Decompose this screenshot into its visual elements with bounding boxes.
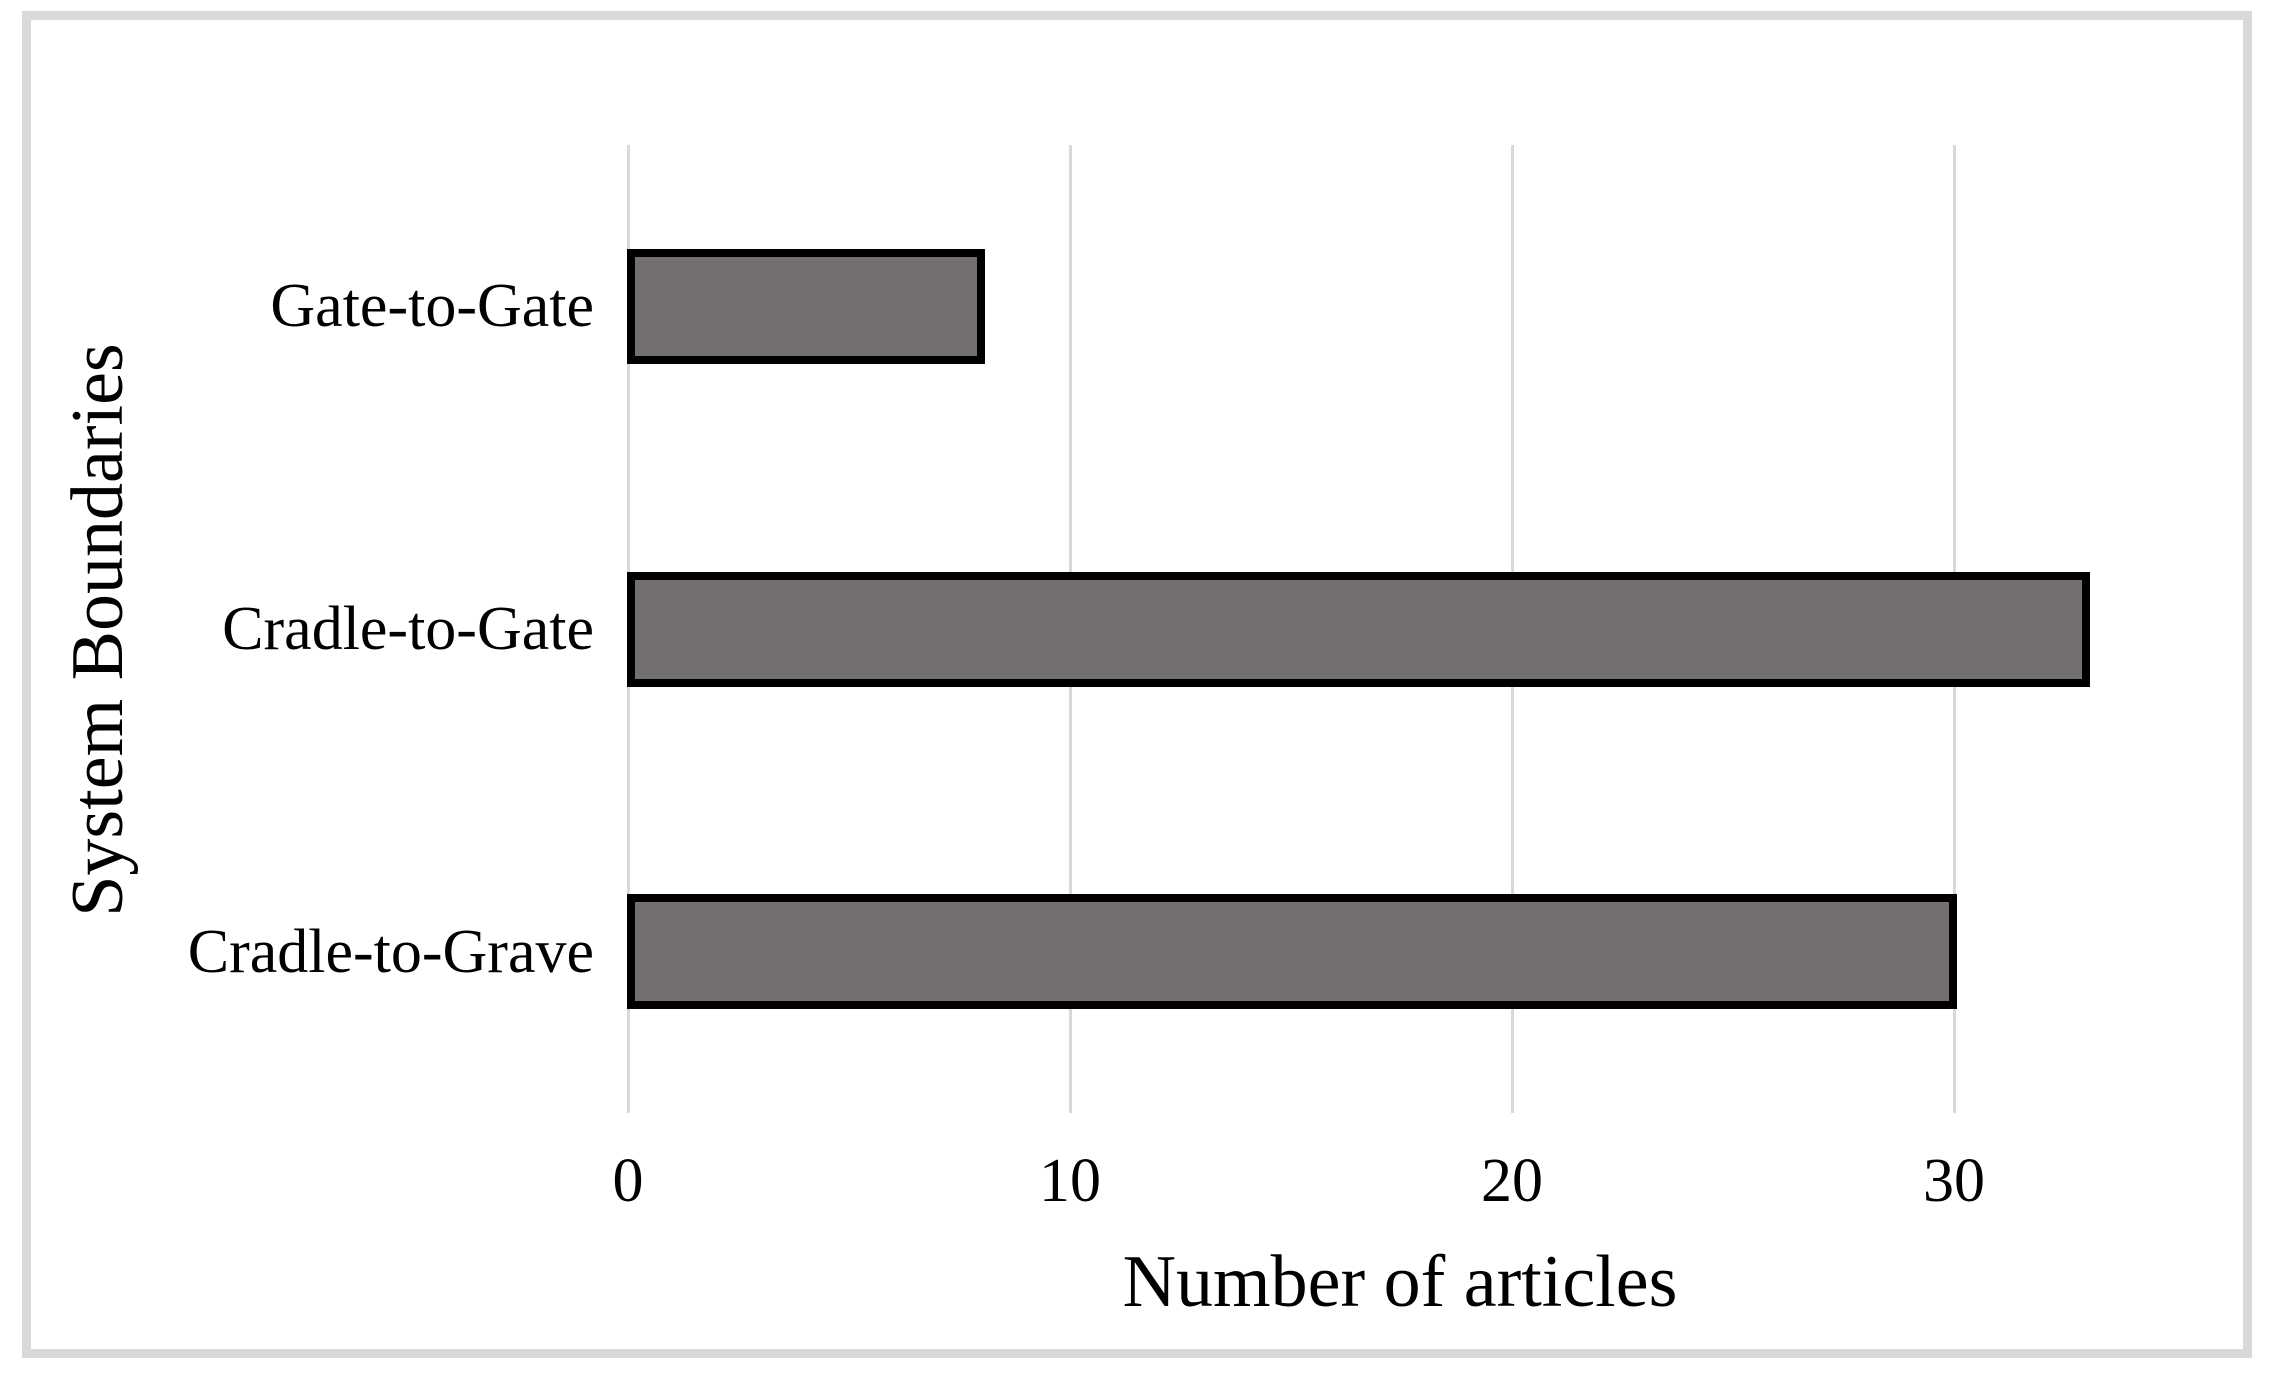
category-label-cradle-to-grave: Cradle-to-Grave (187, 917, 594, 986)
bar-cradle-to-grave (627, 894, 1957, 1010)
category-label-cradle-to-gate: Cradle-to-Gate (222, 595, 594, 663)
x-tick-label-20: 20 (1481, 1147, 1543, 1215)
x-tick-label-0: 0 (612, 1147, 644, 1215)
x-axis-title: Number of articles (1122, 1241, 1678, 1323)
bar-cradle-to-gate (627, 571, 2090, 687)
bar-gate-to-gate (627, 248, 985, 364)
category-label-gate-to-gate: Gate-to-Gate (270, 272, 594, 341)
y-axis-title: System Boundaries (57, 343, 139, 917)
x-tick-label-30: 30 (1923, 1147, 1985, 1215)
x-tick-label-10: 10 (1039, 1147, 1101, 1215)
